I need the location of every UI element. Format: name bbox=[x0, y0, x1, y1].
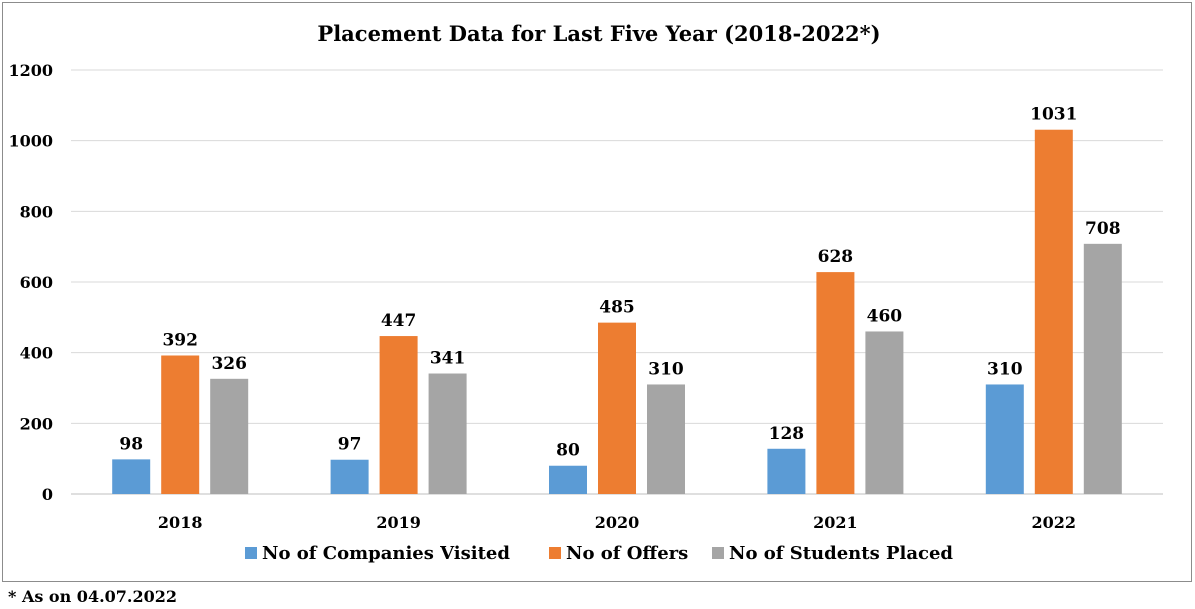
data-label: 628 bbox=[818, 247, 854, 267]
bar bbox=[598, 322, 636, 494]
x-tick-label: 2020 bbox=[595, 513, 640, 532]
data-label: 97 bbox=[338, 435, 362, 455]
y-tick-label: 1200 bbox=[8, 61, 53, 80]
chart-frame: Placement Data for Last Five Year (2018-… bbox=[2, 2, 1192, 582]
data-label: 1031 bbox=[1030, 105, 1077, 125]
x-tick-label: 2018 bbox=[158, 513, 203, 532]
y-tick-label: 600 bbox=[20, 273, 53, 292]
x-tick-label: 2021 bbox=[813, 513, 858, 532]
legend-swatch bbox=[245, 547, 257, 559]
bar bbox=[816, 272, 855, 494]
legend-swatch bbox=[712, 547, 724, 559]
bar bbox=[865, 331, 904, 494]
bar bbox=[161, 355, 200, 494]
legend-label: No of Offers bbox=[566, 543, 688, 564]
bar bbox=[549, 465, 587, 494]
data-label: 708 bbox=[1085, 219, 1121, 239]
bar bbox=[330, 459, 369, 494]
x-tick-label: 2022 bbox=[1032, 513, 1077, 532]
y-tick-label: 200 bbox=[20, 414, 53, 433]
data-label: 460 bbox=[867, 306, 903, 326]
bar bbox=[1083, 243, 1122, 494]
data-label: 128 bbox=[769, 424, 805, 444]
data-label: 326 bbox=[211, 354, 247, 374]
footnote: * As on 04.07.2022 bbox=[8, 587, 178, 606]
y-tick-label: 1000 bbox=[8, 132, 53, 151]
data-label: 80 bbox=[556, 441, 580, 461]
bar bbox=[647, 384, 685, 494]
bar bbox=[428, 373, 467, 494]
bar bbox=[985, 384, 1024, 494]
legend-label: No of Companies Visited bbox=[262, 543, 510, 564]
bar bbox=[767, 448, 806, 494]
data-label: 392 bbox=[162, 330, 198, 350]
x-tick-label: 2019 bbox=[376, 513, 421, 532]
bar bbox=[210, 378, 249, 494]
y-tick-label: 800 bbox=[20, 202, 53, 221]
data-label: 98 bbox=[119, 434, 143, 454]
y-tick-label: 0 bbox=[42, 485, 53, 504]
bar bbox=[112, 459, 151, 494]
data-label: 485 bbox=[599, 298, 635, 318]
bar-chart: Placement Data for Last Five Year (2018-… bbox=[8, 21, 1163, 564]
bar bbox=[379, 336, 418, 494]
legend-label: No of Students Placed bbox=[729, 543, 953, 564]
data-label: 310 bbox=[648, 359, 684, 379]
data-label: 310 bbox=[987, 359, 1023, 379]
bar bbox=[1034, 129, 1073, 495]
y-tick-label: 400 bbox=[20, 344, 53, 363]
chart-title: Placement Data for Last Five Year (2018-… bbox=[317, 21, 880, 46]
data-label: 447 bbox=[381, 311, 417, 331]
legend-swatch bbox=[549, 547, 561, 559]
data-label: 341 bbox=[430, 349, 466, 369]
